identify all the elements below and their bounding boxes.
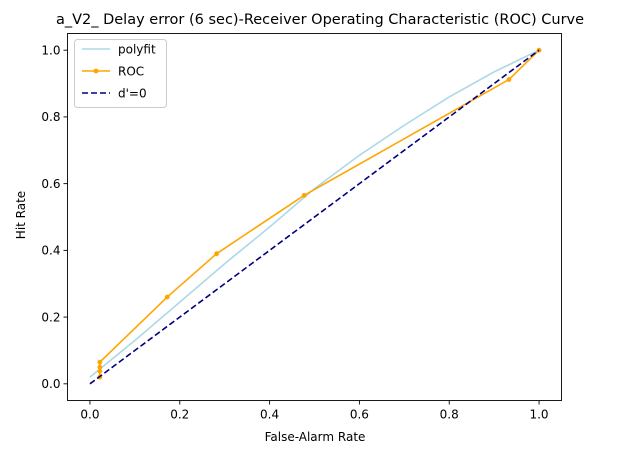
chart-title: a_V2_ Delay error (6 sec)-Receiver Opera…	[56, 12, 584, 28]
roc-point	[97, 359, 103, 365]
x-tick-label: 0.2	[170, 408, 189, 422]
roc-point	[214, 251, 219, 257]
legend-label: ROC	[118, 64, 144, 78]
x-tick-label: 1.0	[529, 408, 548, 422]
roc-point	[506, 77, 512, 82]
legend-label: polyfit	[118, 42, 156, 56]
x-tick-label: 0.6	[350, 408, 369, 422]
x-tick-label: 0.0	[80, 408, 99, 422]
plot-area: 0.0 0.2 0.4 0.6 0.8 1.0 0.0 0.2 0.4 0.6 0.8 1.0	[41, 33, 562, 422]
y-tick-label: 0.8	[41, 110, 60, 124]
x-tick-label: 0.4	[260, 408, 279, 422]
y-tick-label: 0.0	[41, 377, 60, 391]
y-tick-label: 0.2	[41, 310, 60, 324]
legend-label: d'=0	[118, 86, 147, 100]
y-tick-label: 1.0	[41, 43, 60, 57]
y-axis-label: Hit Rate	[14, 191, 28, 239]
roc-point	[164, 294, 170, 300]
y-tick-label: 0.4	[41, 244, 60, 258]
x-axis-label: False-Alarm Rate	[265, 430, 366, 444]
series-line-dprime0	[89, 49, 540, 385]
roc-point	[97, 368, 103, 374]
roc-point	[301, 192, 307, 198]
legend-marker	[93, 68, 99, 74]
axes-frame	[67, 33, 562, 401]
x-tick-label: 0.8	[440, 408, 459, 422]
legend-box	[74, 39, 167, 108]
y-tick-label: 0.6	[41, 177, 60, 191]
legend: polyfit ROC d'=0	[74, 39, 167, 108]
roc-point	[97, 364, 103, 370]
